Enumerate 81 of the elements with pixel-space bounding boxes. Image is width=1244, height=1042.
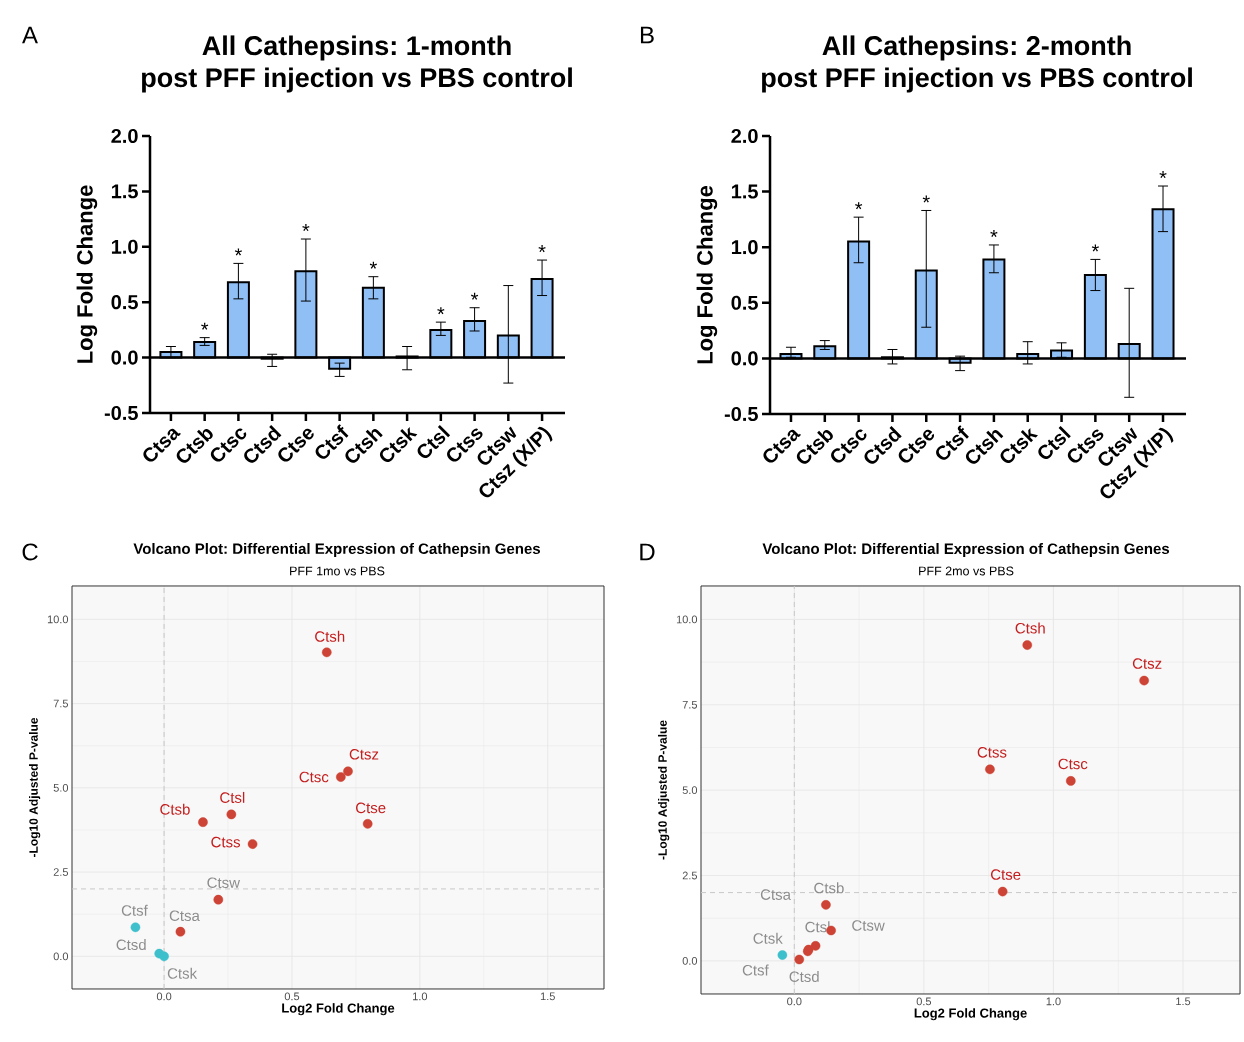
x-tick-label: 1.0 [1046, 997, 1061, 1006]
chart-title: Volcano Plot: Differential Expression of Cathepsin Genes [133, 543, 541, 557]
annotation: * [1159, 171, 1167, 179]
annotation: * [471, 292, 479, 300]
y-tick-label: 0.5 [731, 295, 758, 310]
annotation: * [369, 261, 377, 269]
x-tick-label: 1.0 [413, 992, 428, 1001]
data-label: Ctse [356, 802, 386, 814]
chart-title: Volcano Plot: Differential Expression of Cathepsin Genes [762, 543, 1170, 557]
data-label: Ctsw [207, 877, 241, 888]
data-label: Ctsf [742, 964, 769, 976]
annotation: * [1091, 244, 1099, 252]
y-tick-label: 2.5 [53, 868, 69, 876]
x-axis-title: Log2 Fold Change [914, 1008, 1027, 1021]
y-tick-label: 0.5 [111, 295, 138, 310]
data-label: Ctsk [753, 932, 783, 944]
annotation: * [990, 229, 998, 238]
x-tick-label: 0.5 [284, 992, 300, 1001]
annotation: * [234, 248, 242, 256]
chart-subtitle: PFF 1mo vs PBS [290, 566, 385, 576]
y-tick-label: 10.0 [676, 615, 698, 624]
data-label: Ctss [977, 747, 1007, 758]
y-tick-label: 1.0 [731, 240, 758, 255]
x-tick-label: 1.5 [540, 992, 555, 1001]
data-label: Ctse [990, 869, 1021, 880]
data-label: Ctsl [220, 791, 245, 803]
data-label: Ctsz [349, 749, 379, 760]
y-tick-label: 2.0 [731, 128, 758, 144]
x-axis-title: Log2 Fold Change [282, 1003, 395, 1016]
data-label: Ctsc [1058, 758, 1088, 770]
y-tick-label: 1.5 [111, 184, 138, 199]
data-label: Ctsb [814, 882, 844, 894]
y-tick-label: 1.0 [111, 239, 138, 254]
y-axis-title: -Log10 Adjusted P-value [28, 717, 41, 858]
x-tick-label: 0.0 [787, 997, 802, 1006]
y-axis-title: Log Fold Change [696, 185, 718, 364]
text: C [22, 543, 38, 561]
text: A [22, 26, 38, 44]
y-tick-label: -0.5 [104, 405, 138, 421]
data-label: Ctss [211, 836, 241, 848]
chart-title: All Cathepsins: 1-month post PFF injection vs PBS control [142, 35, 572, 93]
y-tick-label: -0.5 [724, 406, 758, 422]
y-tick-label: 0.0 [731, 351, 758, 366]
y-tick-label: 7.5 [53, 699, 69, 708]
data-label: Ctsa [760, 889, 791, 900]
text: D [640, 543, 655, 561]
y-tick-label: 0.0 [111, 350, 138, 365]
y-tick-label: 2.0 [111, 128, 138, 144]
chart-title: All Cathepsins: 2-month post PFF injection vs PBS control [762, 35, 1192, 93]
y-tick-label: 2.5 [682, 871, 698, 880]
annotation: * [302, 224, 310, 232]
y-tick-label: 5.0 [53, 783, 69, 792]
y-axis-title: Log Fold Change [76, 185, 98, 363]
annotation: * [201, 322, 209, 330]
chart-subtitle: PFF 2mo vs PBS [919, 566, 1014, 576]
annotation: * [538, 245, 546, 253]
data-label: Ctsk [167, 967, 198, 979]
x-tick-label: 1.5 [1176, 997, 1191, 1006]
data-label: Ctsh [315, 630, 345, 642]
data-label: Ctsd [789, 970, 819, 982]
y-tick-label: 10.0 [47, 615, 69, 624]
data-label: Ctsc [299, 771, 329, 783]
data-label: Ctsw [852, 920, 885, 931]
text: B [640, 26, 654, 44]
x-tick-label: 0.0 [156, 992, 172, 1001]
y-tick-label: 0.0 [53, 952, 69, 961]
annotation: * [922, 195, 930, 203]
y-axis-title: -Log10 Adjusted P-value [658, 720, 670, 860]
data-label: Ctsd [116, 939, 146, 951]
data-label: Ctsz [1132, 658, 1162, 669]
data-label: Ctsf [121, 904, 148, 916]
annotation: * [437, 307, 445, 315]
y-tick-label: 5.0 [682, 786, 698, 795]
x-tick-label: 0.5 [916, 997, 932, 1006]
y-tick-label: 7.5 [682, 700, 698, 709]
y-tick-label: 0.0 [682, 956, 698, 965]
data-label: Ctsb [160, 803, 190, 815]
y-tick-label: 1.5 [731, 184, 758, 199]
data-label: Ctsh [1015, 622, 1045, 634]
data-label: Ctsa [169, 910, 200, 922]
annotation: * [855, 202, 863, 210]
